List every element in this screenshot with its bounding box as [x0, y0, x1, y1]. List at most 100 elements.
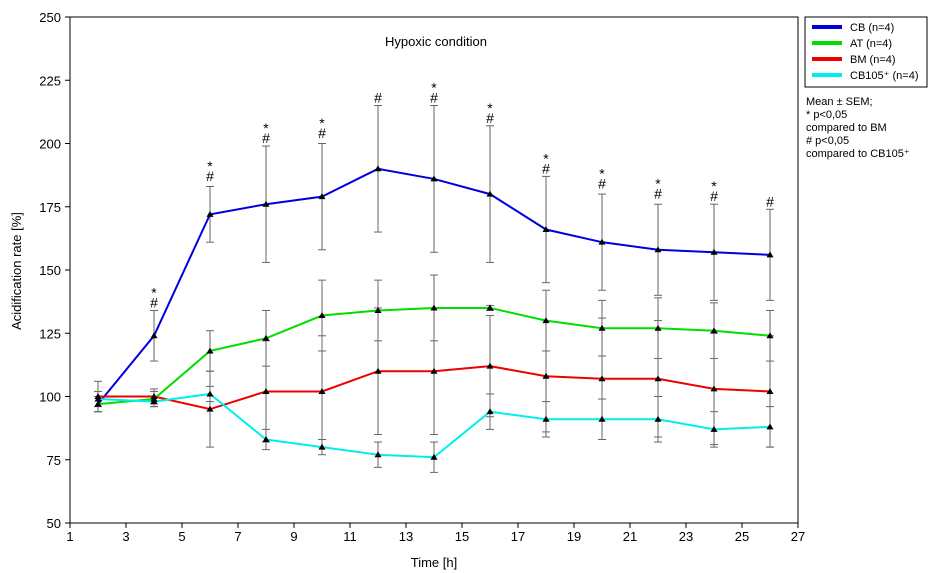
- data-point: [710, 385, 718, 392]
- data-point: [374, 367, 382, 374]
- significance-star: *: [151, 284, 157, 300]
- x-tick-label: 11: [343, 529, 357, 544]
- data-point: [150, 398, 158, 405]
- series-markers: [94, 165, 774, 460]
- data-point: [206, 405, 214, 412]
- x-tick-label: 25: [735, 529, 749, 544]
- data-point: [430, 367, 438, 374]
- y-axis-label: Acidification rate [%]: [9, 212, 24, 330]
- significance-star: *: [655, 176, 661, 192]
- data-point: [430, 453, 438, 460]
- x-tick-label: 27: [791, 529, 805, 544]
- significance-hash: #: [430, 90, 438, 106]
- data-point: [654, 415, 662, 422]
- y-tick-label: 250: [39, 10, 61, 25]
- legend-label: CB (n=4): [850, 22, 894, 34]
- x-tick-label: 7: [234, 529, 241, 544]
- data-point: [598, 415, 606, 422]
- data-point: [542, 415, 550, 422]
- data-point: [766, 251, 774, 258]
- significance-star: *: [431, 80, 437, 96]
- data-point: [598, 375, 606, 382]
- data-point: [766, 387, 774, 394]
- data-point: [542, 372, 550, 379]
- note-hash-p: # p<0,05: [806, 135, 850, 147]
- legend-label: AT (n=4): [850, 38, 892, 50]
- significance-star: *: [319, 115, 325, 131]
- y-tick-label: 225: [39, 73, 61, 88]
- data-point: [318, 312, 326, 319]
- data-point: [486, 362, 494, 369]
- data-point: [486, 190, 494, 197]
- data-point: [430, 304, 438, 311]
- data-point: [654, 324, 662, 331]
- data-point: [710, 425, 718, 432]
- data-point: [262, 436, 270, 443]
- data-point: [766, 332, 774, 339]
- data-point: [654, 246, 662, 253]
- data-point: [206, 390, 214, 397]
- chart-title: Hypoxic condition: [385, 34, 487, 49]
- data-point: [486, 304, 494, 311]
- data-point: [206, 210, 214, 217]
- data-point: [374, 306, 382, 313]
- significance-hash: #: [486, 110, 494, 126]
- y-tick-label: 50: [47, 516, 61, 531]
- legend-label: BM (n=4): [850, 54, 896, 66]
- x-tick-label: 13: [399, 529, 413, 544]
- significance-star: *: [207, 158, 213, 174]
- data-point: [542, 226, 550, 233]
- note-hash-comparison: compared to CB105⁺: [806, 148, 910, 160]
- x-tick-label: 23: [679, 529, 693, 544]
- x-tick-label: 21: [623, 529, 637, 544]
- significance-hash: #: [654, 186, 662, 202]
- note-star-comparison: compared to BM: [806, 122, 887, 134]
- significance-star: *: [599, 166, 605, 182]
- significance-star: *: [487, 100, 493, 116]
- x-tick-label: 15: [455, 529, 469, 544]
- data-point: [150, 393, 158, 399]
- significance-star: *: [543, 150, 549, 166]
- data-point: [262, 387, 270, 394]
- data-point: [262, 334, 270, 341]
- significance-hash: #: [542, 160, 550, 176]
- y-tick-label: 125: [39, 326, 61, 341]
- significance-hash: #: [374, 90, 382, 106]
- x-tick-label: 19: [567, 529, 581, 544]
- data-point: [318, 193, 326, 200]
- data-point: [318, 387, 326, 394]
- data-point: [710, 327, 718, 334]
- data-point: [766, 423, 774, 430]
- y-tick-label: 200: [39, 137, 61, 152]
- error-bars: [94, 105, 774, 473]
- legend: CB (n=4) AT (n=4) BM (n=4) CB105⁺ (n=4): [804, 16, 928, 88]
- data-point: [262, 200, 270, 207]
- significance-hash: #: [206, 168, 214, 184]
- data-point: [486, 408, 494, 415]
- data-point: [430, 175, 438, 182]
- significance-hash: #: [710, 188, 718, 204]
- data-point: [318, 443, 326, 450]
- data-point: [94, 400, 102, 407]
- data-point: [206, 347, 214, 354]
- x-tick-label: 17: [511, 529, 525, 544]
- significance-hash: #: [318, 125, 326, 141]
- data-point: [94, 395, 102, 402]
- x-tick-label: 3: [122, 529, 129, 544]
- note-star-p: * p<0,05: [806, 109, 848, 121]
- data-point: [598, 324, 606, 331]
- x-tick-label: 9: [290, 529, 297, 544]
- y-tick-label: 175: [39, 200, 61, 215]
- axes: 1 3 5 7 9 11 13 15 17 19 21 23 25 2750751001251501752…: [39, 10, 805, 544]
- significance-star: *: [711, 178, 717, 194]
- significance-annotations: #*#*#* #*# #*#*#*#*#*#*#: [150, 80, 774, 311]
- data-point: [654, 375, 662, 382]
- note-mean-sem: Mean ± SEM;: [806, 96, 873, 108]
- data-point: [710, 248, 718, 255]
- y-tick-label: 150: [39, 263, 61, 278]
- significance-hash: #: [598, 176, 606, 192]
- data-point: [598, 238, 606, 245]
- legend-label: CB105⁺ (n=4): [850, 70, 918, 82]
- y-tick-label: 75: [47, 453, 61, 468]
